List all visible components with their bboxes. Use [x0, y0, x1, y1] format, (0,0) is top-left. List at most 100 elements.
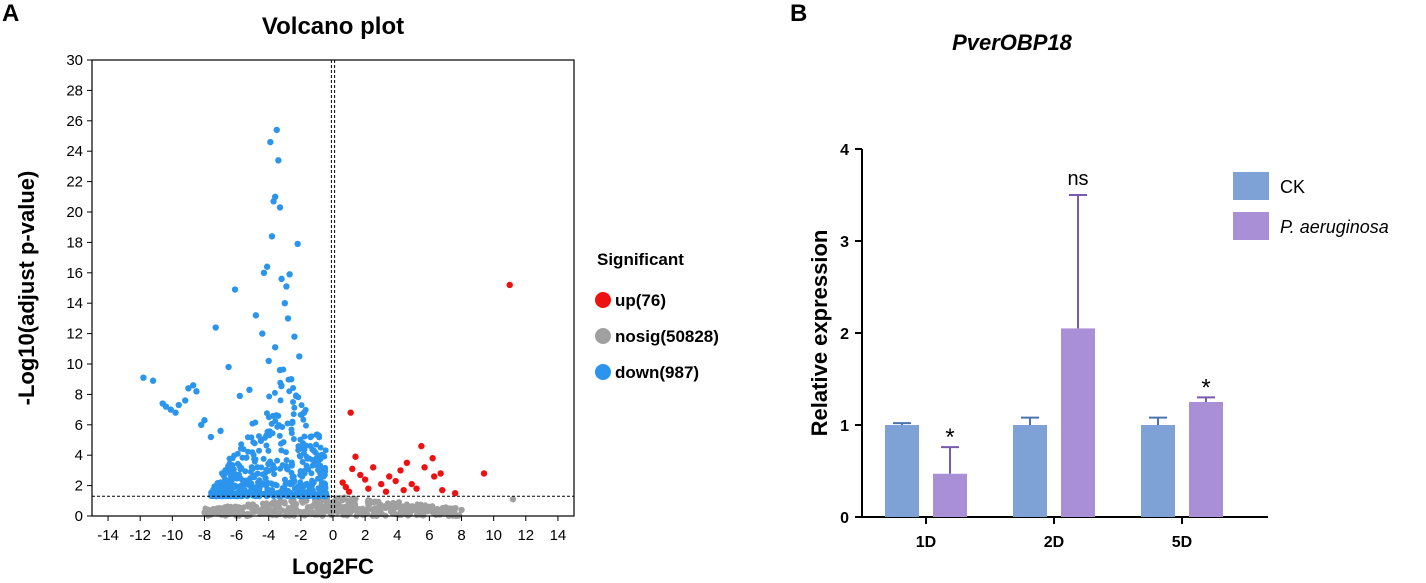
down-point: [288, 376, 295, 383]
bar-y-tick-label: 3: [840, 234, 849, 251]
down-point: [217, 427, 224, 435]
down-point: [254, 470, 261, 477]
panel-label-a: A: [2, 0, 20, 27]
down-point: [290, 436, 297, 443]
nosig-point: [436, 509, 443, 516]
down-point: [167, 406, 174, 413]
down-point: [262, 482, 269, 489]
nosig-point: [268, 500, 275, 507]
down-point: [233, 475, 240, 482]
volcano-legend: Significant up(76) nosig(50828) down(987): [595, 250, 719, 382]
up-point: [400, 486, 407, 494]
down-point: [294, 490, 301, 497]
bar-y-tick-label: 1: [840, 418, 849, 435]
nosig-point: [237, 504, 244, 511]
legend-title: Significant: [597, 250, 684, 269]
down-point: [317, 490, 324, 497]
down-point: [251, 440, 258, 447]
down-point: [276, 204, 284, 211]
nosig-point: [334, 500, 342, 508]
x-axis-label: Log2FC: [292, 554, 374, 579]
down-point: [260, 455, 267, 462]
down-point: [250, 451, 257, 458]
y-tick-label: 16: [66, 265, 83, 282]
down-point: [223, 490, 230, 497]
down-point: [278, 275, 285, 283]
down-point: [256, 489, 263, 496]
down-point: [313, 455, 321, 462]
down-point: [247, 475, 254, 482]
down-point: [268, 489, 275, 496]
nosig-point: [350, 501, 357, 508]
down-point: [291, 485, 298, 492]
down-point: [190, 382, 197, 389]
up-point: [408, 480, 415, 488]
down-point: [162, 403, 170, 410]
down-point: [240, 483, 247, 490]
nosig-point: [297, 509, 305, 517]
legend-label-nosig: nosig(50828): [615, 327, 719, 346]
down-point: [317, 444, 324, 451]
down-point: [299, 459, 306, 466]
nosig-point: [303, 508, 310, 515]
down-point: [273, 412, 280, 419]
nosig-point: [311, 511, 318, 518]
y-tick-label: 28: [66, 82, 83, 99]
nosig-point: [389, 510, 396, 517]
down-point: [225, 463, 232, 470]
bar-y-tick-label: 0: [840, 510, 849, 527]
down-point: [279, 423, 286, 430]
y-tick-label: 2: [75, 478, 83, 495]
bar-pa: [1061, 328, 1095, 517]
up-point: [439, 486, 446, 494]
down-point: [306, 455, 313, 462]
y-tick-label: 4: [75, 447, 83, 464]
down-point: [270, 198, 277, 205]
nosig-point: [299, 499, 306, 506]
x-tick-label: -14: [97, 527, 119, 544]
down-point: [286, 271, 293, 278]
nosig-point: [390, 506, 397, 513]
bar-y-tick-label: 4: [840, 142, 849, 159]
down-point: [283, 283, 290, 290]
up-point: [397, 467, 404, 474]
bar-y-tick-label: 2: [840, 326, 849, 343]
nosig-point: [233, 509, 240, 517]
bar-x-tick-label: 1D: [916, 534, 936, 551]
down-point: [300, 445, 307, 452]
y-tick-label: 30: [66, 52, 83, 69]
down-point: [215, 486, 222, 493]
nosig-point: [370, 511, 377, 518]
down-point: [227, 473, 234, 480]
down-point: [268, 420, 275, 427]
down-point: [242, 468, 249, 475]
nosig-point: [340, 512, 347, 519]
legend-label-down: down(987): [615, 363, 699, 382]
down-point: [271, 465, 278, 472]
down-point: [193, 388, 200, 395]
down-point: [307, 433, 314, 441]
down-point: [238, 441, 245, 448]
nosig-point: [249, 506, 256, 514]
down-point: [274, 457, 281, 464]
significance-label: *: [1201, 374, 1210, 401]
x-tick-label: -8: [198, 527, 211, 544]
legend-marker-nosig: [595, 328, 611, 344]
significance-label: ns: [1067, 168, 1088, 190]
down-point: [246, 386, 253, 394]
down-point: [291, 333, 298, 340]
down-point: [321, 480, 329, 488]
bar-x-tick-label: 2D: [1044, 534, 1064, 551]
up-point: [480, 470, 488, 477]
down-point: [302, 422, 309, 429]
down-point: [266, 393, 273, 400]
down-point: [181, 397, 189, 404]
down-point: [284, 315, 292, 322]
x-tick-label: -2: [294, 527, 307, 544]
down-point: [314, 475, 321, 482]
bar-legend: CK P. aeruginosa: [1233, 172, 1389, 240]
x-tick-label: 10: [485, 527, 502, 544]
down-point: [175, 401, 182, 409]
y-tick-label: 24: [66, 143, 83, 160]
down-point: [234, 460, 241, 467]
